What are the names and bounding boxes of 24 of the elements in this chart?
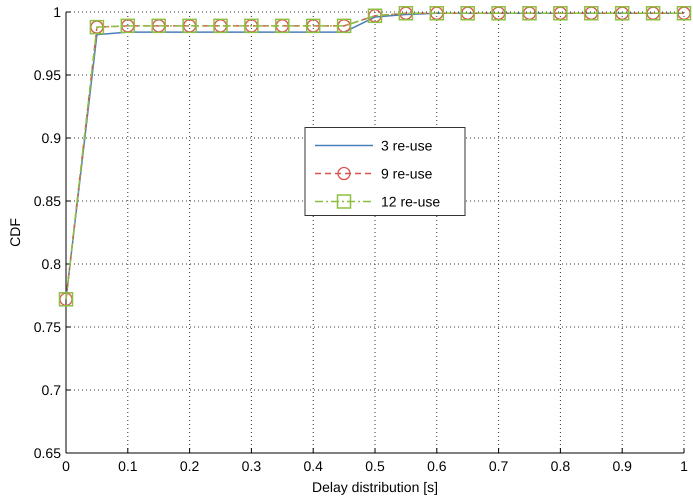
y-tick-label: 0.95 [34, 67, 62, 83]
x-axis-title: Delay distribution [s] [312, 479, 438, 495]
x-tick-label: 0.9 [612, 458, 632, 474]
x-tick-label: 0.4 [303, 458, 324, 474]
y-axis-title: CDF [7, 218, 23, 247]
x-tick-label: 1 [680, 458, 688, 474]
y-tick-label: 0.75 [34, 319, 62, 335]
x-tick-label: 0 [62, 458, 70, 474]
legend-label: 9 re-use [381, 166, 433, 182]
x-tick-label: 0.5 [365, 458, 385, 474]
y-tick-label: 0.65 [34, 445, 62, 461]
y-tick-label: 0.9 [42, 130, 62, 146]
x-tick-label: 0.3 [242, 458, 262, 474]
x-tick-label: 0.2 [180, 458, 200, 474]
legend-label: 3 re-use [381, 138, 433, 154]
legend-label: 12 re-use [381, 194, 440, 210]
x-tick-label: 0.1 [118, 458, 138, 474]
x-tick-label: 0.6 [427, 458, 447, 474]
y-tick-label: 1 [53, 4, 62, 20]
y-tick-label: 0.85 [34, 193, 62, 209]
x-tick-label: 0.8 [550, 458, 570, 474]
x-tick-label: 0.7 [488, 458, 509, 474]
y-tick-label: 0.8 [42, 256, 62, 272]
y-tick-label: 0.7 [42, 382, 62, 398]
